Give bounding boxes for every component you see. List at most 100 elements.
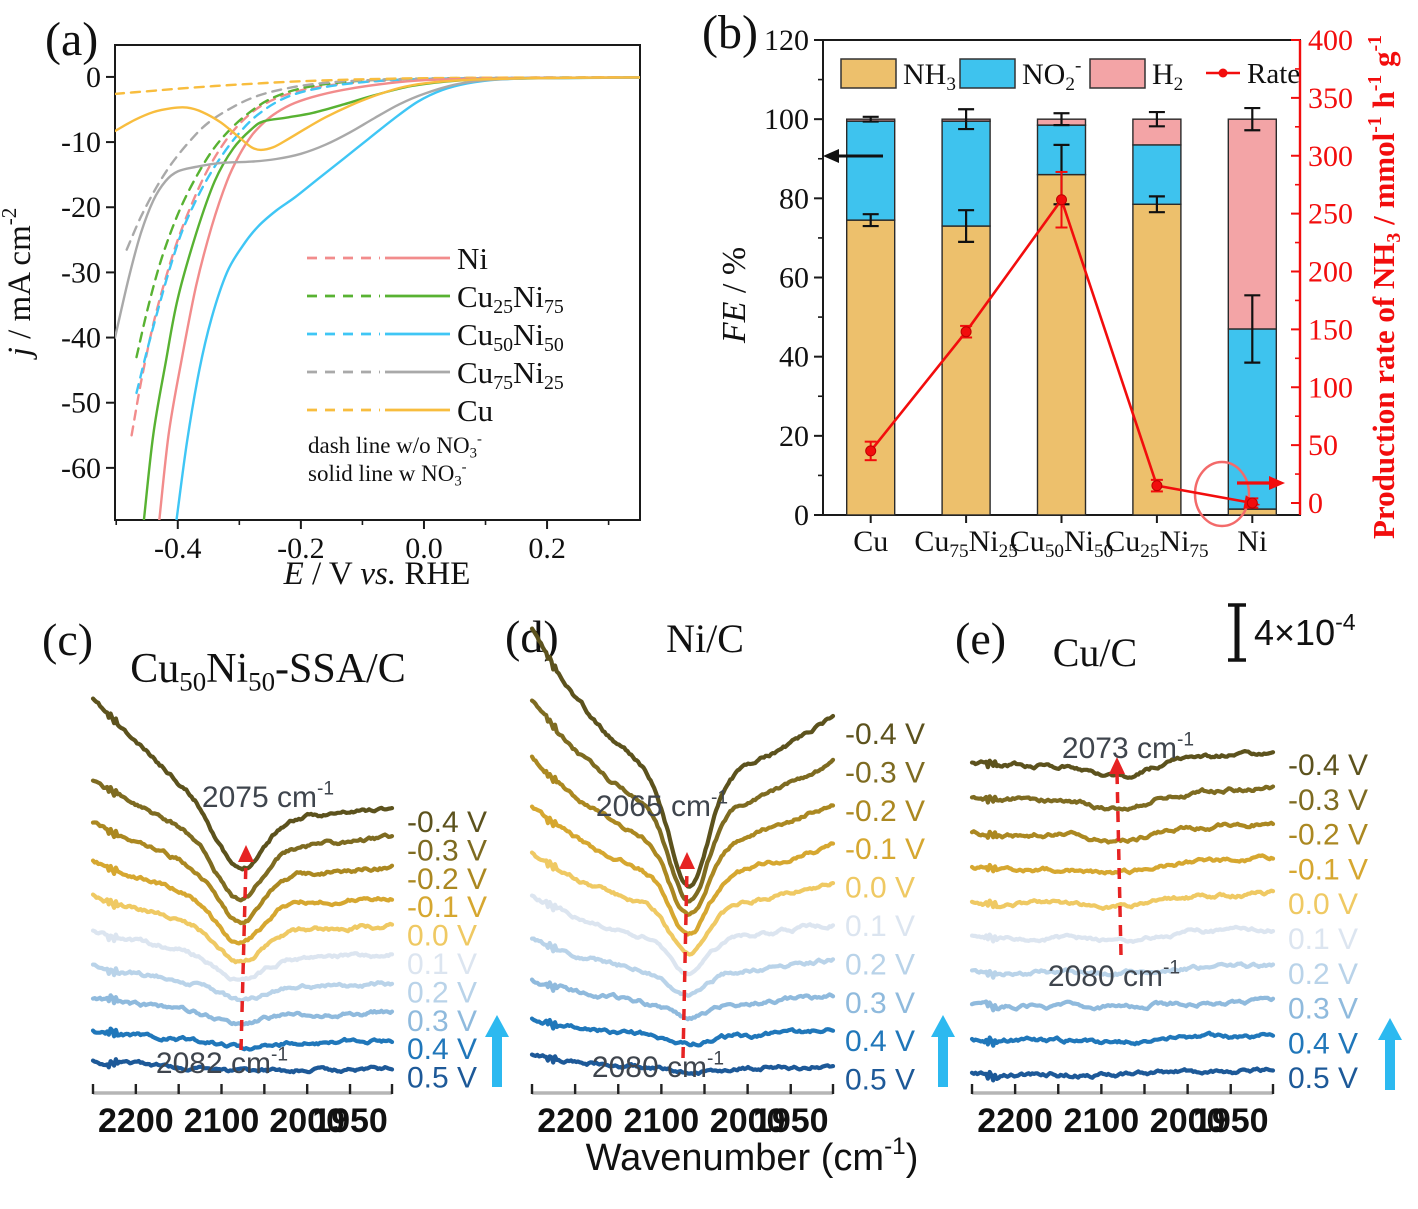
spectrum-curve-0.0V xyxy=(529,850,836,957)
tspan-el: solid line w NO xyxy=(308,461,454,486)
tspan-el: Cu/C xyxy=(1053,630,1137,675)
voltage-label: -0.1 V xyxy=(845,833,925,866)
left-tick-label: 40 xyxy=(779,341,809,374)
legend-label: NH3 xyxy=(903,58,956,95)
tspan-el: dash line w/o NO xyxy=(308,433,470,458)
spectrum-curve-0.5V xyxy=(529,1052,836,1077)
right-tick-label: 400 xyxy=(1308,24,1353,57)
spectrum-curve--0.1V xyxy=(969,853,1276,876)
legend-label: Cu50Ni50 xyxy=(457,317,564,356)
tspan-el: -20 xyxy=(61,191,101,224)
tspan-el: 350 xyxy=(1308,82,1353,115)
voltage-label: -0.3 V xyxy=(845,756,925,789)
tspan-el: 2200 xyxy=(537,1102,613,1140)
tspan-el: 50 xyxy=(1308,429,1338,462)
tspan-el: 2082 cm xyxy=(156,1047,271,1080)
voltage-label: 0.1 V xyxy=(1288,923,1358,956)
peak-annotation-top: 2065 cm-1 xyxy=(596,787,728,823)
tspan-el: -60 xyxy=(61,452,101,485)
legend-label: Cu xyxy=(457,393,493,428)
tspan-el: / mmol xyxy=(1366,132,1401,232)
voltage-label: 0.2 V xyxy=(1288,958,1358,991)
y-tick-label: -20 xyxy=(61,191,101,224)
tspan-el: 0.1 V xyxy=(1288,923,1358,956)
tspan-el: Ni xyxy=(206,646,248,692)
panel-d-letter: (d) xyxy=(505,611,559,662)
spectrum-curve-0.1V xyxy=(969,924,1276,944)
bar-cu-no2 xyxy=(845,120,896,221)
spectrum-curve-0.4V xyxy=(969,1030,1276,1048)
peak-annotation-bottom: 2080 cm-1 xyxy=(1048,957,1180,993)
y-tick-label: 0 xyxy=(86,61,101,94)
x-tick-label: 2100 xyxy=(1064,1102,1140,1140)
right-tick-label: 250 xyxy=(1308,198,1353,231)
y-tick-label: -50 xyxy=(61,387,101,420)
rate-marker xyxy=(1151,480,1163,492)
tspan-el: -0.3 V xyxy=(1288,784,1368,817)
tspan-el: 0.0 xyxy=(405,532,443,565)
rate-ellipse xyxy=(1193,460,1251,528)
voltage-direction-arrow-head xyxy=(1378,1018,1402,1040)
tspan-el: -0.1 V xyxy=(1288,853,1368,886)
x-tick-label: 2100 xyxy=(184,1102,260,1140)
x-tick-label: 2100 xyxy=(624,1102,700,1140)
voltage-direction-arrow-head xyxy=(931,1015,955,1037)
tspan-el: 2200 xyxy=(977,1102,1053,1140)
left-tick-label: 80 xyxy=(779,182,809,215)
voltage-label: 0.3 V xyxy=(845,987,915,1020)
spectrum-curve--0.3V xyxy=(90,778,395,903)
tspan-el: Ni xyxy=(1237,525,1267,558)
peak-shift-arrow-head xyxy=(238,845,254,862)
tspan-el: (e) xyxy=(955,613,1006,664)
tspan-el: Rate xyxy=(1247,58,1300,90)
bar-cu25ni75-nh3 xyxy=(1132,203,1182,516)
left-tick-label: 20 xyxy=(779,420,809,453)
category-label: Cu25Ni75 xyxy=(1105,525,1208,562)
tspan-el: 0.5 V xyxy=(845,1064,915,1097)
tspan-el: 0 xyxy=(86,61,101,94)
tspan-el: Production rate of NH xyxy=(1366,243,1401,539)
tspan-el: E xyxy=(283,556,304,592)
g-el: Production rate of NH3 / mmol-1 h-1 g-1 xyxy=(1364,35,1405,539)
tspan-el: -1 xyxy=(884,1133,906,1160)
tspan-el: 0 xyxy=(1308,487,1323,520)
tspan-el: 1950 xyxy=(753,1102,829,1140)
tspan-el: 120 xyxy=(764,24,809,57)
voltage-direction-arrow-head xyxy=(485,1015,509,1037)
spectrum-curve-0.5V xyxy=(90,1057,395,1075)
tspan-el: -SSA/C xyxy=(275,646,406,692)
legend: NH3 NO2- H2 Rate xyxy=(840,55,1300,95)
voltage-label: 0.3 V xyxy=(1288,993,1358,1026)
tspan-el: -1 xyxy=(317,778,334,799)
tspan-el: 0.3 V xyxy=(845,987,915,1020)
series-cu-solid xyxy=(115,76,640,152)
tspan-el: g xyxy=(1366,51,1401,75)
tspan-el: -30 xyxy=(61,256,101,289)
tspan-el: 0.2 V xyxy=(845,948,915,981)
tspan-el: 25 xyxy=(999,541,1018,562)
legend-label: Cu75Ni25 xyxy=(457,355,564,394)
voltage-label: 0.2 V xyxy=(845,948,915,981)
tspan-el: h xyxy=(1366,91,1401,116)
x-tick-label: -0.2 xyxy=(277,532,325,565)
panel-b-letter: (b) xyxy=(702,6,758,59)
tspan-el: 20 xyxy=(779,420,809,453)
tspan-el: 0.4 V xyxy=(845,1025,915,1058)
y-tick-label: -60 xyxy=(61,452,101,485)
voltage-label: 0.0 V xyxy=(407,920,477,953)
tspan-el: 0.4 V xyxy=(407,1033,477,1066)
left-tick-label: 60 xyxy=(779,262,809,295)
tspan-el: Wavenumber (cm xyxy=(586,1137,884,1179)
panel-e-letter: (e) xyxy=(955,613,1006,664)
voltage-label: 0.4 V xyxy=(407,1033,477,1066)
bars-group xyxy=(845,106,1277,516)
x-tick-label: 2200 xyxy=(98,1102,174,1140)
right-tick-label: 50 xyxy=(1308,429,1338,462)
left-axis-arrow-head xyxy=(823,149,839,163)
bar-cu75ni25-nh3 xyxy=(941,225,991,516)
tspan-el: Ni xyxy=(1159,525,1189,558)
voltage-label: -0.3 V xyxy=(1288,784,1368,817)
legend-swatch xyxy=(840,58,897,89)
